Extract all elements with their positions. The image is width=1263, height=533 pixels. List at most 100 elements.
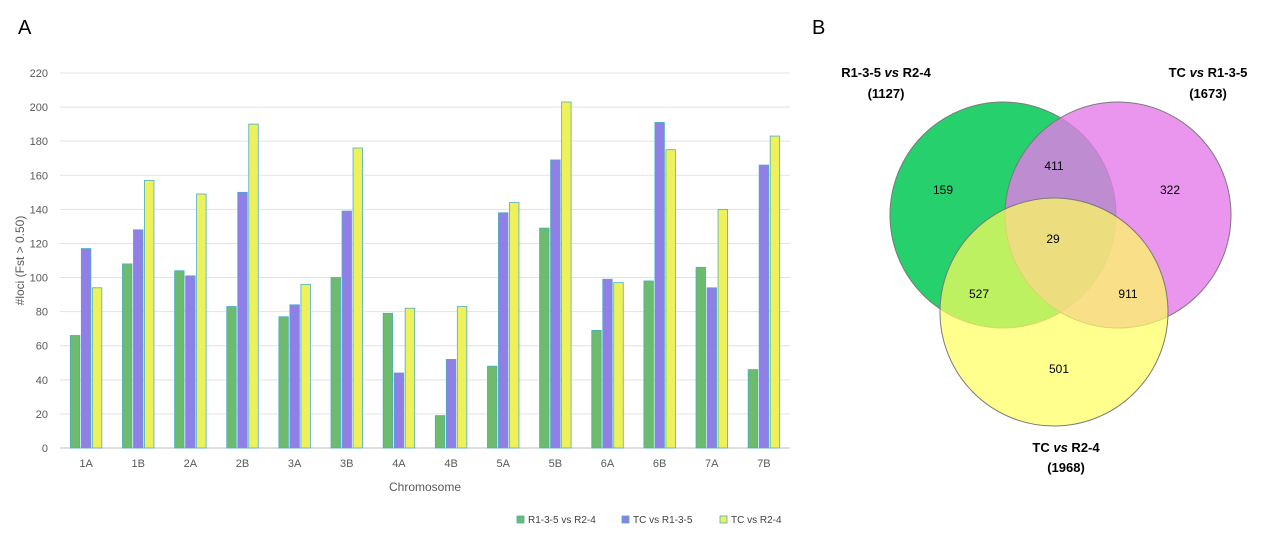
venn-count-only-c: 501: [1049, 362, 1069, 376]
y-tick-label: 20: [36, 409, 48, 421]
bar-4B-series-3: [456, 306, 468, 449]
bar-7A-series-1: [695, 266, 706, 449]
venn-label-b-line1: TC vs R1-3-5: [1169, 65, 1248, 80]
x-tick-label: 2A: [184, 458, 198, 470]
bar-3A-series-1: [278, 316, 289, 449]
bar-4B-series-1: [434, 415, 446, 449]
bar-6B-series-1: [643, 280, 654, 449]
bar-2B-series-1: [226, 306, 237, 449]
bar-2A-series-1: [174, 270, 185, 449]
venn-label-c-line1: TC vs R2-4: [1032, 440, 1100, 455]
venn-count-ac: 527: [969, 287, 989, 301]
x-tick-label: 1B: [131, 458, 144, 470]
y-tick-label: 40: [36, 375, 48, 387]
bar-chart: 0 20 40 60 80 100 120 140 160 180 200 220 1A 1B 2A 2B 3…: [13, 68, 790, 526]
venn-count-bc: 911: [1118, 287, 1137, 301]
bar-6A-series-2: [602, 278, 613, 449]
bar-2A-series-3: [196, 193, 207, 449]
x-tick-labels: 1A 1B 2A 2B 3A 3B 4A 4B 5A 5B 6A 6B 7A 7B: [79, 458, 770, 470]
x-tick-label: 6B: [653, 458, 666, 470]
bar-6B-series-2: [654, 122, 665, 449]
x-tick-label: 7A: [705, 458, 719, 470]
venn-label-c-line2: (1968): [1047, 460, 1085, 475]
bar-3B-series-2: [341, 210, 352, 449]
legend-label: TC vs R1-3-5: [633, 515, 693, 526]
x-tick-label: 5A: [496, 458, 510, 470]
x-tick-label: 6A: [601, 458, 615, 470]
y-tick-label: 120: [30, 238, 48, 250]
y-tick-label: 100: [30, 273, 48, 285]
x-tick-label: 3B: [340, 458, 353, 470]
y-tick-label: 60: [36, 341, 48, 353]
panel-a-letter: A: [18, 17, 32, 39]
bar-7A-series-3: [717, 208, 728, 449]
bar-2B-series-2: [237, 191, 248, 449]
venn-count-ab: 411: [1044, 159, 1063, 173]
bar-4B-series-2: [445, 358, 457, 449]
bar-3A-series-2: [289, 304, 300, 449]
x-axis-label: Chromosome: [389, 480, 461, 494]
bar-7B-series-3: [769, 135, 781, 449]
bar-4A-series-1: [382, 312, 394, 449]
bar-3B-series-3: [352, 147, 363, 449]
bar-1A-series-2: [80, 248, 92, 449]
bar-6A-series-1: [591, 329, 602, 449]
gridlines: [60, 72, 790, 449]
bar-1A-series-3: [91, 287, 103, 449]
venn-count-abc: 29: [1046, 232, 1060, 246]
y-tick-labels: 0 20 40 60 80 100 120 140 160 180 200 220: [30, 68, 48, 455]
venn-label-a-line1: R1-3-5 vs R2-4: [841, 65, 931, 80]
y-tick-label: 80: [36, 307, 48, 319]
bars: [69, 101, 781, 449]
venn-count-only-a: 159: [933, 183, 953, 197]
legend-label: TC vs R2-4: [731, 515, 782, 526]
bar-4A-series-2: [393, 372, 405, 449]
legend-label: R1-3-5 vs R2-4: [528, 515, 596, 526]
x-tick-label: 3A: [288, 458, 302, 470]
y-tick-label: 200: [30, 102, 48, 114]
bar-4A-series-3: [404, 307, 416, 449]
venn-label-a-line2: (1127): [868, 86, 905, 101]
x-tick-label: 4A: [392, 458, 406, 470]
bar-5A-series-2: [498, 212, 509, 449]
legend-swatch: [516, 515, 525, 524]
x-tick-label: 7B: [757, 458, 770, 470]
bar-6A-series-3: [613, 282, 624, 449]
x-tick-label: 1A: [79, 458, 93, 470]
bar-5B-series-3: [561, 101, 572, 449]
y-tick-label: 0: [42, 443, 48, 455]
venn-diagram: 159 322 501 411 527 911 29 R1-3-5 vs R2-…: [841, 65, 1247, 475]
y-tick-label: 140: [30, 204, 48, 216]
x-tick-label: 5B: [549, 458, 562, 470]
bar-1B-series-2: [133, 229, 144, 449]
venn-count-only-b: 322: [1160, 183, 1180, 197]
venn-label-b-line2: (1673): [1189, 86, 1227, 101]
bar-5A-series-1: [487, 365, 498, 449]
legend-swatch: [719, 515, 728, 524]
legend-swatch: [621, 515, 630, 524]
venn-circle-tc-vs-r24: [939, 197, 1169, 427]
y-tick-label: 180: [30, 136, 48, 148]
bar-6B-series-3: [665, 149, 676, 449]
x-tick-label: 2B: [236, 458, 249, 470]
legend: R1-3-5 vs R2-4 TC vs R1-3-5 TC vs R2-4: [516, 515, 782, 526]
bar-1A-series-1: [69, 335, 81, 449]
bar-3A-series-3: [300, 283, 311, 449]
bar-7A-series-2: [706, 287, 717, 449]
bar-7B-series-2: [758, 164, 770, 449]
bar-1B-series-3: [144, 179, 155, 449]
y-tick-label: 160: [30, 170, 48, 182]
bar-2B-series-3: [248, 123, 259, 449]
y-tick-label: 220: [30, 68, 48, 80]
x-tick-label: 4B: [444, 458, 457, 470]
bar-5B-series-1: [539, 227, 550, 449]
bar-7B-series-1: [747, 369, 759, 449]
bar-5B-series-2: [550, 159, 561, 449]
bar-2A-series-2: [185, 275, 196, 449]
bar-1B-series-1: [122, 263, 133, 449]
y-axis-label: #loci (Fst > 0.50): [13, 216, 27, 306]
bar-3B-series-1: [330, 277, 341, 449]
bar-5A-series-3: [509, 202, 520, 449]
panel-b-letter: B: [812, 17, 825, 39]
